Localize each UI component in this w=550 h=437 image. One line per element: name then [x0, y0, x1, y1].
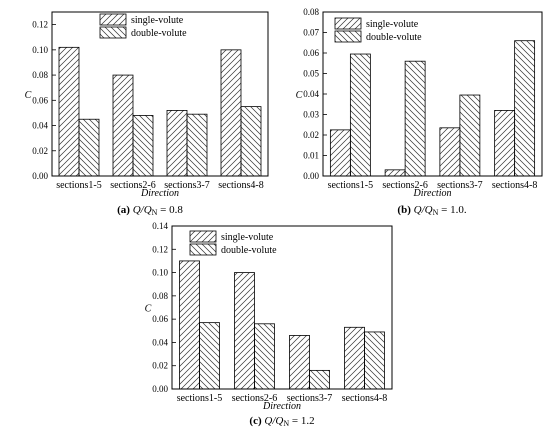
- y-tick-label: 0.12: [152, 244, 168, 254]
- legend-swatch-single-volute: [99, 13, 127, 26]
- x-tick-label: sections3-7: [164, 180, 210, 191]
- bar-single-volute-1: [179, 260, 200, 390]
- x-axis-label: Direction: [262, 401, 301, 412]
- bar-double-volute-1: [199, 322, 220, 390]
- bar-double-volute-3: [186, 113, 208, 177]
- y-axis-label: C: [25, 90, 32, 101]
- y-tick-label: 0.10: [32, 45, 48, 55]
- x-tick-label: sections2-6: [232, 393, 278, 404]
- y-tick-label: 0.02: [152, 361, 168, 371]
- bar-double-volute-3: [459, 94, 481, 177]
- bar-single-volute-4: [220, 49, 242, 177]
- y-tick-label: 0.00: [152, 384, 168, 394]
- x-tick-label: sections1-5: [328, 180, 374, 191]
- x-axis-label: Direction: [413, 188, 452, 199]
- y-tick-label: 0.08: [303, 7, 319, 17]
- bar-single-volute-3: [439, 127, 461, 177]
- y-tick-label: 0.08: [152, 291, 168, 301]
- bar-single-volute-3: [289, 335, 310, 390]
- bar-single-volute-1: [58, 46, 80, 177]
- y-axis-label: C: [145, 304, 152, 315]
- y-tick-label: 0.04: [152, 337, 168, 347]
- plot-frame: [51, 11, 269, 177]
- legend-swatch-double-volute: [99, 26, 127, 39]
- y-tick-label: 0.01: [303, 151, 319, 161]
- bar-single-volute-2: [112, 74, 134, 177]
- bar-single-volute-4: [494, 110, 516, 177]
- panel-caption: (c) Q/QN = 1.2: [249, 415, 314, 428]
- legend-label: double-volute: [131, 28, 187, 39]
- y-tick-label: 0.10: [152, 268, 168, 278]
- bar-double-volute-4: [514, 40, 536, 177]
- y-tick-label: 0.05: [303, 69, 319, 79]
- y-tick-label: 0.06: [303, 48, 319, 58]
- bar-double-volute-4: [364, 331, 385, 390]
- bar-double-volute-4: [240, 106, 262, 177]
- legend-label: double-volute: [221, 245, 277, 256]
- bar-single-volute-3: [166, 110, 188, 177]
- y-tick-label: 0.06: [152, 314, 168, 324]
- y-axis-label: C: [296, 90, 303, 101]
- bar-double-volute-2: [404, 60, 426, 177]
- x-tick-label: sections3-7: [287, 393, 333, 404]
- x-tick-label: sections1-5: [177, 393, 223, 404]
- y-tick-label: 0.00: [303, 171, 319, 181]
- y-tick-label: 0.02: [303, 130, 319, 140]
- bar-double-volute-1: [78, 118, 100, 177]
- x-axis-label: Direction: [140, 188, 179, 199]
- legend-swatch-single-volute: [189, 230, 217, 243]
- legend-label: single-volute: [221, 232, 274, 243]
- y-tick-label: 0.00: [32, 171, 48, 181]
- x-tick-label: sections4-8: [492, 180, 538, 191]
- y-tick-label: 0.04: [303, 89, 319, 99]
- y-tick-label: 0.12: [32, 20, 48, 30]
- bar-single-volute-2: [384, 169, 406, 177]
- legend-label: double-volute: [366, 32, 422, 43]
- legend-label: single-volute: [366, 19, 419, 30]
- plot-frame: [171, 225, 393, 390]
- bar-single-volute-2: [234, 272, 255, 390]
- x-tick-label: sections1-5: [56, 180, 102, 191]
- bar-double-volute-2: [254, 323, 275, 390]
- bar-single-volute-4: [344, 326, 365, 390]
- x-tick-label: sections3-7: [437, 180, 483, 191]
- x-tick-label: sections2-6: [110, 180, 156, 191]
- y-tick-label: 0.14: [152, 221, 168, 231]
- panel-caption: (a) Q/QN = 0.8: [117, 204, 183, 217]
- y-tick-label: 0.07: [303, 28, 319, 38]
- y-tick-label: 0.08: [32, 70, 48, 80]
- x-tick-label: sections4-8: [218, 180, 264, 191]
- legend-swatch-single-volute: [334, 17, 362, 30]
- y-tick-label: 0.04: [32, 121, 48, 131]
- legend-swatch-double-volute: [189, 243, 217, 256]
- x-tick-label: sections2-6: [382, 180, 428, 191]
- bar-single-volute-1: [329, 129, 351, 177]
- y-tick-label: 0.03: [303, 110, 319, 120]
- legend-label: single-volute: [131, 15, 184, 26]
- legend-swatch-double-volute: [334, 30, 362, 43]
- y-tick-label: 0.06: [32, 95, 48, 105]
- x-tick-label: sections4-8: [342, 393, 388, 404]
- bar-double-volute-1: [349, 53, 371, 177]
- bar-double-volute-3: [309, 369, 330, 390]
- y-tick-label: 0.02: [32, 146, 48, 156]
- bar-double-volute-2: [132, 115, 154, 177]
- panel-caption: (b) Q/QN = 1.0.: [397, 204, 466, 217]
